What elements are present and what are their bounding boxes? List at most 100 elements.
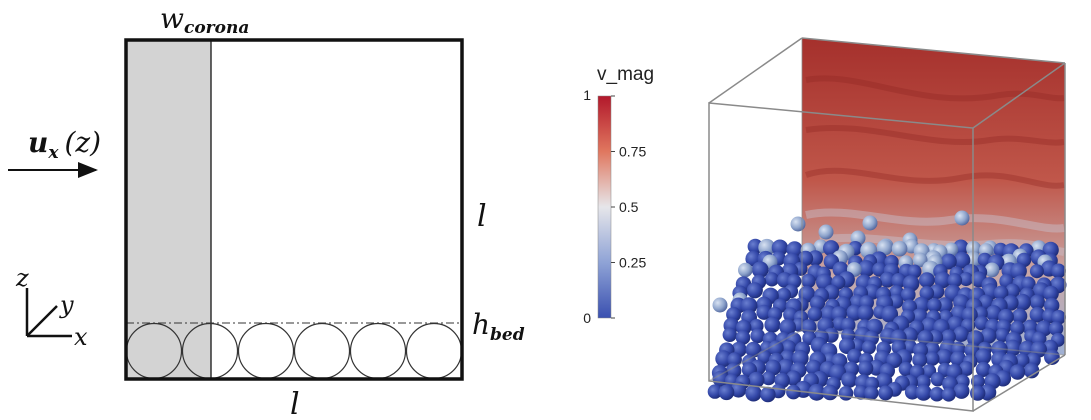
particle	[760, 386, 776, 403]
particle	[748, 371, 765, 388]
particle	[764, 316, 781, 333]
particle	[876, 239, 893, 256]
particle	[838, 386, 854, 401]
bed-sphere	[237, 322, 295, 380]
colorbar-tick-label: 0.25	[619, 255, 646, 271]
particle	[1023, 362, 1040, 379]
colorbar-tick-label: 0	[583, 310, 591, 326]
particle	[807, 306, 823, 322]
particle	[1010, 320, 1025, 336]
particle	[740, 297, 758, 314]
particle	[958, 361, 974, 377]
particle	[944, 242, 959, 257]
particle	[941, 387, 956, 402]
particle	[936, 297, 953, 314]
particle	[786, 384, 801, 400]
particle	[718, 384, 735, 401]
particle	[735, 330, 751, 345]
particle	[912, 352, 928, 368]
colorbar-tick-label: 0.5	[619, 199, 639, 215]
particle	[975, 348, 992, 365]
particle	[970, 374, 985, 389]
axis-y-label: y	[59, 291, 74, 319]
particle	[879, 271, 896, 288]
axis-z-label: z	[15, 264, 29, 292]
particle	[891, 273, 907, 288]
particle	[840, 317, 856, 333]
particle	[722, 327, 737, 342]
particle	[751, 261, 769, 279]
particle	[864, 385, 879, 401]
particle	[953, 382, 970, 399]
particle	[857, 360, 874, 377]
colorbar-gradient	[597, 95, 612, 319]
particle	[930, 372, 945, 387]
particle	[1029, 264, 1044, 279]
particle	[929, 386, 945, 402]
colorbar-ticks: 1 0.75 0.5 0.25 0	[583, 87, 646, 326]
particle	[1029, 306, 1046, 323]
particle	[1048, 321, 1064, 336]
particle	[927, 298, 942, 313]
particle	[934, 271, 951, 289]
colorbar-tick-label: 0.75	[619, 144, 646, 160]
particle	[970, 385, 986, 401]
particle	[750, 328, 765, 344]
particle	[881, 305, 899, 323]
bottom-length-label: l	[290, 387, 300, 420]
particle	[841, 371, 858, 388]
particle	[1051, 263, 1066, 279]
particle	[878, 385, 894, 401]
particle	[975, 361, 992, 377]
particle	[900, 287, 916, 303]
bed-sphere	[349, 322, 407, 380]
particle	[1009, 364, 1026, 380]
particle	[1014, 353, 1030, 368]
inflow-label: ux (z)	[28, 126, 101, 163]
particle	[808, 383, 826, 401]
particle-bed	[707, 210, 1067, 403]
particle	[953, 326, 969, 342]
domain-box	[124, 38, 464, 381]
particle	[907, 264, 922, 279]
particle	[993, 285, 1009, 301]
particle	[1051, 310, 1066, 325]
particle	[1005, 283, 1020, 299]
particle	[947, 273, 963, 288]
bed-height-label: hbed	[472, 308, 525, 345]
particle	[727, 352, 742, 367]
particle	[980, 327, 997, 344]
particle	[959, 272, 974, 287]
particle	[985, 305, 1002, 322]
particle	[715, 350, 733, 368]
particle	[912, 252, 928, 268]
particle	[940, 253, 957, 270]
particle	[801, 273, 816, 289]
particle	[858, 260, 875, 277]
particle	[1010, 262, 1027, 280]
particle	[1021, 276, 1036, 291]
coordinate-axes-icon	[25, 288, 72, 338]
particle	[857, 304, 874, 321]
particle	[756, 304, 772, 320]
particle	[822, 384, 838, 401]
particle	[891, 240, 908, 257]
particle	[818, 224, 834, 240]
particle	[904, 384, 920, 400]
schematic-panel: wcorona ux (z) l hbed l z y x	[8, 2, 525, 420]
particle	[861, 340, 877, 355]
corona-label: wcorona	[160, 2, 249, 38]
particle	[1004, 339, 1022, 357]
particle	[921, 317, 938, 334]
particle	[898, 361, 914, 377]
render-bounding-box	[708, 37, 1066, 412]
particle	[919, 272, 935, 288]
bed-sphere	[293, 322, 351, 380]
particle	[1012, 308, 1028, 324]
particle	[707, 384, 723, 399]
particle	[776, 287, 791, 303]
axis-x-label: x	[74, 323, 88, 351]
particle	[761, 371, 776, 386]
particle	[984, 262, 1000, 278]
